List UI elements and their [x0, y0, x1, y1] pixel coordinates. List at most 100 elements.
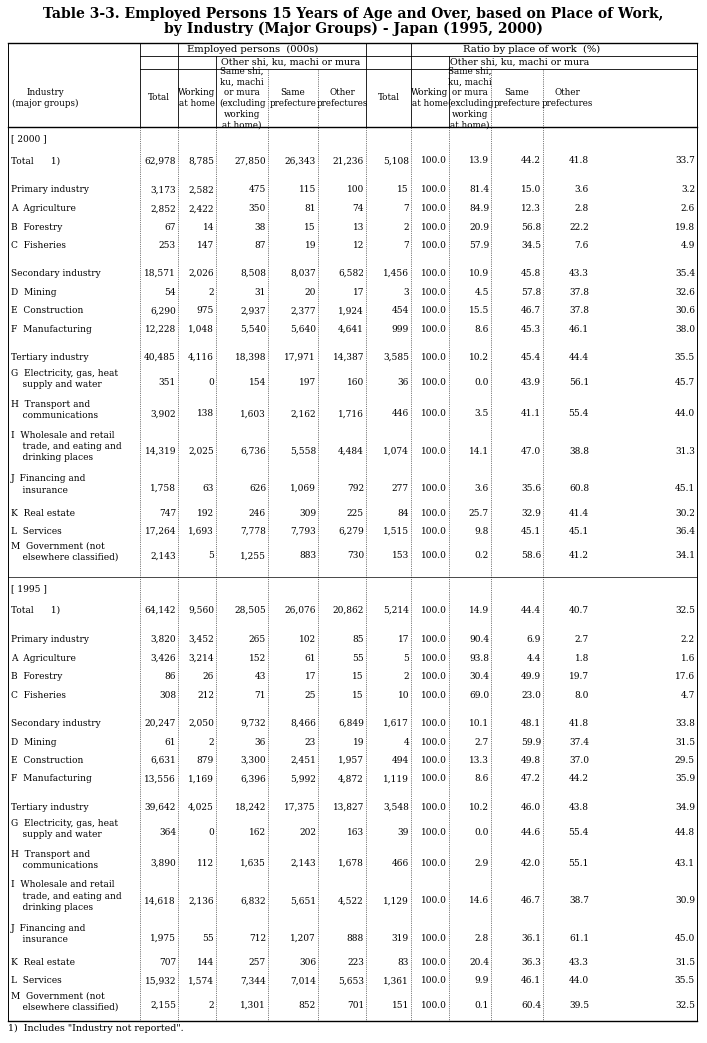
Text: 100.0: 100.0: [421, 446, 447, 456]
Text: I  Wholesale and retail
    trade, and eating and
    drinking places: I Wholesale and retail trade, and eating…: [11, 431, 122, 462]
Text: 12,228: 12,228: [145, 324, 176, 334]
Text: 55.4: 55.4: [568, 409, 589, 418]
Text: 57.9: 57.9: [469, 241, 489, 250]
Text: 999: 999: [392, 324, 409, 334]
Text: 888: 888: [346, 933, 364, 943]
Text: 5: 5: [208, 552, 214, 560]
Text: 100.0: 100.0: [421, 719, 447, 728]
Text: 7,778: 7,778: [240, 527, 266, 536]
Text: 879: 879: [197, 756, 214, 766]
Text: 48.1: 48.1: [521, 719, 541, 728]
Text: L  Services: L Services: [11, 976, 62, 986]
Text: 100.0: 100.0: [421, 756, 447, 766]
Text: Total: Total: [148, 94, 170, 102]
Text: 31: 31: [255, 288, 266, 297]
Text: 852: 852: [299, 1001, 316, 1010]
Text: 90.4: 90.4: [469, 635, 489, 644]
Text: 9,560: 9,560: [188, 606, 214, 615]
Text: 47.0: 47.0: [521, 446, 541, 456]
Text: 20,862: 20,862: [332, 606, 364, 615]
Text: 100.0: 100.0: [421, 379, 447, 387]
Text: 0.0: 0.0: [474, 379, 489, 387]
Text: J  Financing and
    insurance: J Financing and insurance: [11, 475, 86, 494]
Text: Working
at home: Working at home: [178, 88, 216, 107]
Text: 10.2: 10.2: [469, 802, 489, 811]
Text: 26: 26: [203, 673, 214, 681]
Text: 43.9: 43.9: [521, 379, 541, 387]
Text: 1,119: 1,119: [383, 774, 409, 783]
Text: 81: 81: [305, 204, 316, 214]
Text: 701: 701: [346, 1001, 364, 1010]
Text: 15: 15: [397, 186, 409, 194]
Text: 44.4: 44.4: [521, 606, 541, 615]
Text: 154: 154: [249, 379, 266, 387]
Text: 712: 712: [249, 933, 266, 943]
Text: 35.6: 35.6: [521, 484, 541, 493]
Text: 45.3: 45.3: [521, 324, 541, 334]
Text: 6,396: 6,396: [240, 774, 266, 783]
Text: 4,025: 4,025: [188, 802, 214, 811]
Text: M  Government (not
    elsewhere classified): M Government (not elsewhere classified): [11, 992, 118, 1012]
Text: 1,456: 1,456: [383, 269, 409, 278]
Text: 2,937: 2,937: [240, 307, 266, 315]
Text: 13,827: 13,827: [332, 802, 364, 811]
Text: 138: 138: [197, 409, 214, 418]
Text: 100.0: 100.0: [421, 933, 447, 943]
Text: 81.4: 81.4: [469, 186, 489, 194]
Text: 730: 730: [347, 552, 364, 560]
Text: 4,116: 4,116: [188, 353, 214, 362]
Text: 2.8: 2.8: [575, 204, 589, 214]
Text: 4,641: 4,641: [338, 324, 364, 334]
Text: 44.4: 44.4: [569, 353, 589, 362]
Text: 41.4: 41.4: [569, 509, 589, 517]
Text: 60.4: 60.4: [521, 1001, 541, 1010]
Text: 17: 17: [353, 288, 364, 297]
Text: 46.1: 46.1: [569, 324, 589, 334]
Text: 100.0: 100.0: [421, 859, 447, 868]
Text: 100.0: 100.0: [421, 353, 447, 362]
Text: 100.0: 100.0: [421, 606, 447, 615]
Text: 15.0: 15.0: [521, 186, 541, 194]
Text: 277: 277: [392, 484, 409, 493]
Text: 2,377: 2,377: [291, 307, 316, 315]
Text: 8,785: 8,785: [188, 156, 214, 165]
Text: 8,037: 8,037: [291, 269, 316, 278]
Text: C  Fisheries: C Fisheries: [11, 241, 66, 250]
Text: 25.7: 25.7: [469, 509, 489, 517]
Text: 6.9: 6.9: [527, 635, 541, 644]
Text: I  Wholesale and retail
    trade, and eating and
    drinking places: I Wholesale and retail trade, and eating…: [11, 880, 122, 912]
Text: 707: 707: [159, 959, 176, 967]
Text: 475: 475: [249, 186, 266, 194]
Text: 30.9: 30.9: [675, 896, 695, 905]
Text: 23: 23: [305, 737, 316, 747]
Text: 100.0: 100.0: [421, 654, 447, 663]
Text: 55.1: 55.1: [568, 859, 589, 868]
Text: 1,603: 1,603: [240, 409, 266, 418]
Text: 38.7: 38.7: [569, 896, 589, 905]
Text: B  Forestry: B Forestry: [11, 673, 62, 681]
Text: 2: 2: [404, 222, 409, 232]
Text: 2,422: 2,422: [189, 204, 214, 214]
Text: 265: 265: [249, 635, 266, 644]
Text: 100.0: 100.0: [421, 222, 447, 232]
Text: 34.5: 34.5: [521, 241, 541, 250]
Text: 2.2: 2.2: [681, 635, 695, 644]
Text: 2,025: 2,025: [188, 446, 214, 456]
Text: 5: 5: [403, 654, 409, 663]
Text: 14,618: 14,618: [144, 896, 176, 905]
Text: 160: 160: [346, 379, 364, 387]
Text: H  Transport and
    communications: H Transport and communications: [11, 850, 98, 870]
Text: 84.9: 84.9: [469, 204, 489, 214]
Text: 100.0: 100.0: [421, 959, 447, 967]
Text: 87: 87: [255, 241, 266, 250]
Text: 32.9: 32.9: [521, 509, 541, 517]
Text: 2: 2: [404, 673, 409, 681]
Text: 3,426: 3,426: [151, 654, 176, 663]
Text: 5,214: 5,214: [383, 606, 409, 615]
Text: 43: 43: [255, 673, 266, 681]
Text: 6,290: 6,290: [151, 307, 176, 315]
Text: K  Real estate: K Real estate: [11, 959, 75, 967]
Text: 1,069: 1,069: [290, 484, 316, 493]
Text: 364: 364: [159, 828, 176, 838]
Text: Tertiary industry: Tertiary industry: [11, 353, 88, 362]
